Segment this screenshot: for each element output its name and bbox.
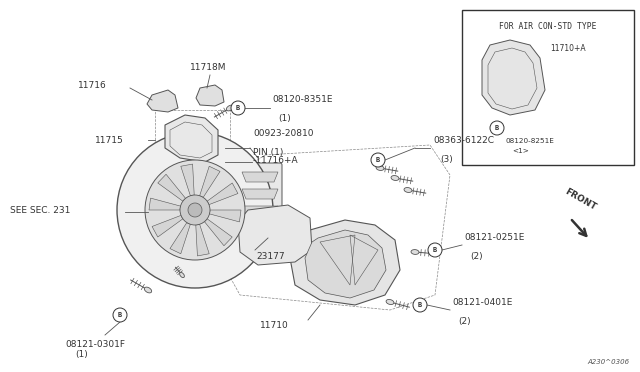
Circle shape <box>231 101 245 115</box>
Text: 11710: 11710 <box>260 321 289 330</box>
Polygon shape <box>242 189 278 199</box>
Polygon shape <box>242 172 278 182</box>
Text: 11715: 11715 <box>95 135 124 144</box>
Text: PIN (1): PIN (1) <box>253 148 284 157</box>
Polygon shape <box>204 219 232 246</box>
Circle shape <box>113 308 127 322</box>
Polygon shape <box>165 115 218 162</box>
Ellipse shape <box>180 272 184 278</box>
Text: 08121-0401E: 08121-0401E <box>452 298 513 307</box>
Text: (2): (2) <box>470 252 483 261</box>
Polygon shape <box>180 164 194 196</box>
Text: (2): (2) <box>458 317 470 326</box>
Text: B: B <box>433 247 437 253</box>
Text: B: B <box>118 312 122 318</box>
Circle shape <box>117 132 273 288</box>
Ellipse shape <box>376 166 384 170</box>
Circle shape <box>413 298 427 312</box>
FancyBboxPatch shape <box>238 163 282 232</box>
Polygon shape <box>200 166 220 198</box>
Ellipse shape <box>386 299 394 305</box>
Polygon shape <box>152 215 183 237</box>
Circle shape <box>188 203 202 217</box>
Text: FOR AIR CON-STD TYPE: FOR AIR CON-STD TYPE <box>499 22 596 31</box>
Text: 11718M: 11718M <box>189 63 227 72</box>
Circle shape <box>145 160 245 260</box>
Polygon shape <box>147 90 178 112</box>
Text: 08363-6122C: 08363-6122C <box>433 136 494 145</box>
Text: 08120-8351E: 08120-8351E <box>272 95 333 104</box>
Text: 11710+A: 11710+A <box>550 44 586 52</box>
Text: B: B <box>236 105 240 111</box>
Polygon shape <box>196 85 224 106</box>
Text: (1): (1) <box>278 114 291 123</box>
Circle shape <box>428 243 442 257</box>
Circle shape <box>180 195 210 225</box>
Ellipse shape <box>227 105 234 111</box>
Circle shape <box>371 153 385 167</box>
Text: <1>: <1> <box>512 148 529 154</box>
Text: (1): (1) <box>75 350 88 359</box>
Text: 00923-20810: 00923-20810 <box>253 129 314 138</box>
Ellipse shape <box>536 92 544 97</box>
Text: 08121-0301F: 08121-0301F <box>65 340 125 349</box>
Polygon shape <box>149 198 180 210</box>
Polygon shape <box>207 183 238 205</box>
Text: 11716: 11716 <box>78 80 107 90</box>
Text: B: B <box>418 302 422 308</box>
Polygon shape <box>242 206 278 216</box>
Polygon shape <box>196 224 209 256</box>
Text: SEE SEC. 231: SEE SEC. 231 <box>10 205 70 215</box>
Text: -11716+A: -11716+A <box>253 155 299 164</box>
Polygon shape <box>305 230 386 298</box>
Text: (3): (3) <box>440 155 452 164</box>
Polygon shape <box>242 223 278 233</box>
Polygon shape <box>482 40 545 115</box>
Polygon shape <box>290 220 400 305</box>
Text: A230^0306: A230^0306 <box>588 359 630 365</box>
Bar <box>462 10 634 165</box>
Text: FRONT: FRONT <box>563 187 598 212</box>
Ellipse shape <box>391 176 399 180</box>
Ellipse shape <box>404 187 412 192</box>
Ellipse shape <box>145 287 152 293</box>
Text: 08121-0251E: 08121-0251E <box>464 233 524 242</box>
Circle shape <box>490 121 504 135</box>
Ellipse shape <box>411 250 419 254</box>
Text: 23177: 23177 <box>256 252 285 261</box>
Text: B: B <box>495 125 499 131</box>
Text: B: B <box>376 157 380 163</box>
Text: 08120-8251E: 08120-8251E <box>506 138 555 144</box>
Polygon shape <box>170 222 190 254</box>
Polygon shape <box>209 210 241 222</box>
Polygon shape <box>158 174 186 201</box>
Polygon shape <box>238 205 312 265</box>
